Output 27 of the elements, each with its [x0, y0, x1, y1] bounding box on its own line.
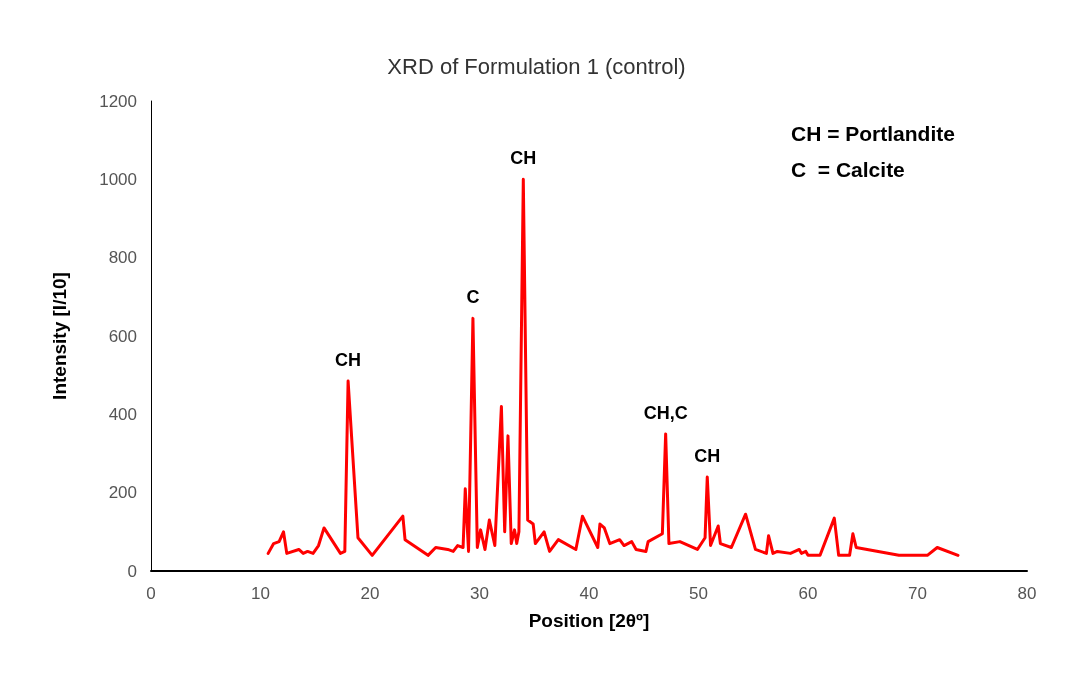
- x-tick-label: 10: [251, 584, 270, 603]
- annotation: CH: [694, 446, 721, 466]
- line-series: [266, 177, 960, 557]
- x-tick-label: 50: [689, 584, 708, 603]
- annotation: CH: [335, 350, 362, 371]
- y-axis-title: Intensity [I/10]: [49, 272, 70, 400]
- annotation: CH,C: [643, 402, 688, 423]
- y-tick-label: 1200: [99, 91, 137, 111]
- x-tick-label: 0: [146, 584, 156, 603]
- y-tick-label: 1000: [99, 169, 137, 189]
- y-tick-label: 200: [108, 483, 137, 503]
- y-tick-label: 800: [108, 248, 137, 268]
- x-tick-label: 20: [360, 584, 380, 603]
- x-tick-label: 40: [579, 584, 599, 603]
- annotation: C: [466, 287, 480, 308]
- x-tick-label: 30: [470, 584, 489, 603]
- x-tick-label: 70: [908, 584, 927, 603]
- y-tick-label: 0: [127, 561, 137, 581]
- y-tick-label: 400: [108, 404, 137, 424]
- x-axis-title: Position [2θº]: [528, 610, 650, 631]
- annotation: CH = Portlandite: [791, 122, 955, 145]
- chart-title: XRD of Formulation 1 (control): [387, 53, 686, 79]
- annotation: C = Calcite: [791, 158, 905, 181]
- y-tick-label: 600: [108, 326, 137, 346]
- x-tick-label: 80: [1017, 584, 1037, 603]
- x-tick-label: 60: [798, 584, 818, 603]
- annotation: CH: [510, 148, 537, 169]
